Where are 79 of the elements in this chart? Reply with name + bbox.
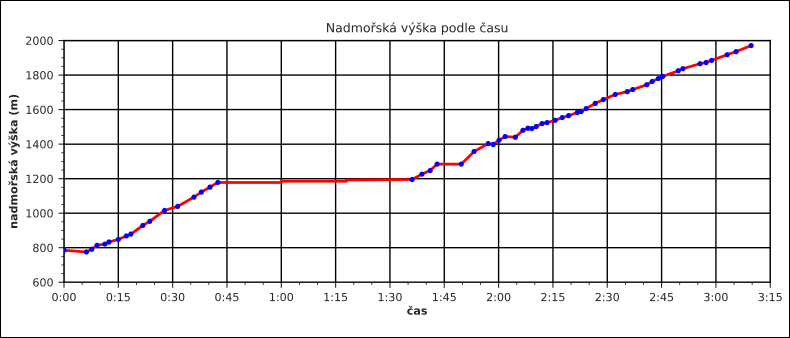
x-tick-label: 0:00: [52, 292, 76, 302]
x-axis-title: čas: [407, 306, 427, 315]
point: [624, 89, 630, 94]
point: [471, 148, 477, 154]
x-tick-label: 2:15: [541, 292, 564, 302]
point: [486, 141, 491, 146]
point: [724, 52, 730, 58]
y-tick-label: 800: [33, 244, 53, 252]
point: [502, 134, 508, 140]
point: [544, 120, 550, 126]
point: [697, 61, 703, 66]
x-tick-label: 2:45: [650, 292, 674, 302]
y-tick-label: 1000: [26, 209, 53, 218]
x-tick-label: 1:15: [324, 292, 348, 302]
x-tick-label: 3:15: [758, 292, 782, 302]
x-tick-label: 1:00: [270, 292, 294, 302]
x-tick-label: 3:00: [704, 292, 728, 302]
point: [680, 66, 686, 72]
y-axis-title: nadmořská výška (m): [8, 94, 20, 228]
x-tick-label: 1:45: [433, 292, 456, 302]
point: [89, 246, 94, 252]
point: [207, 184, 213, 190]
point: [656, 76, 661, 82]
x-tick-label: 2:30: [596, 292, 620, 302]
point: [512, 134, 518, 140]
point: [124, 233, 129, 239]
point: [578, 108, 584, 114]
point: [410, 176, 415, 182]
point: [708, 58, 714, 64]
point: [94, 242, 100, 248]
x-tick-label: 1:30: [378, 292, 402, 302]
point: [116, 236, 121, 242]
point: [175, 204, 180, 210]
point: [520, 128, 526, 133]
point: [676, 68, 681, 74]
point: [584, 106, 589, 112]
point: [419, 172, 424, 177]
point: [644, 82, 650, 88]
point: [140, 222, 146, 228]
point: [566, 113, 572, 118]
point: [612, 92, 618, 98]
point: [106, 239, 112, 245]
point: [458, 162, 464, 167]
y-tick-label: 2000: [26, 36, 53, 45]
x-tick-label: 0:45: [215, 292, 238, 302]
point: [552, 118, 558, 123]
point: [198, 190, 204, 195]
point: [434, 162, 440, 167]
point: [162, 208, 168, 214]
point: [215, 180, 220, 186]
point: [84, 249, 89, 255]
chart-title: Nadmořská výška podle času: [327, 22, 508, 35]
point: [490, 142, 496, 148]
point: [600, 97, 606, 102]
y-tick-label: 1400: [26, 140, 53, 149]
point: [660, 74, 666, 80]
point: [428, 168, 433, 174]
x-tick-label: 2:00: [486, 292, 510, 302]
y-tick-label: 600: [33, 278, 53, 287]
point: [704, 60, 709, 66]
point: [592, 100, 598, 106]
point: [539, 120, 545, 126]
point: [191, 194, 197, 200]
y-tick-label: 1600: [26, 106, 53, 114]
point: [630, 86, 636, 92]
y-tick-label: 1200: [26, 174, 53, 184]
point: [529, 126, 534, 132]
point: [147, 218, 152, 224]
x-tick-label: 0:30: [160, 292, 184, 302]
point: [128, 231, 134, 237]
point: [496, 138, 502, 143]
x-tick-label: 0:15: [106, 292, 130, 302]
point: [102, 241, 108, 247]
y-tick-label: 1800: [26, 71, 53, 80]
point: [734, 49, 739, 54]
point: [650, 78, 655, 84]
point: [748, 42, 754, 48]
point: [534, 124, 539, 130]
point: [560, 114, 565, 120]
